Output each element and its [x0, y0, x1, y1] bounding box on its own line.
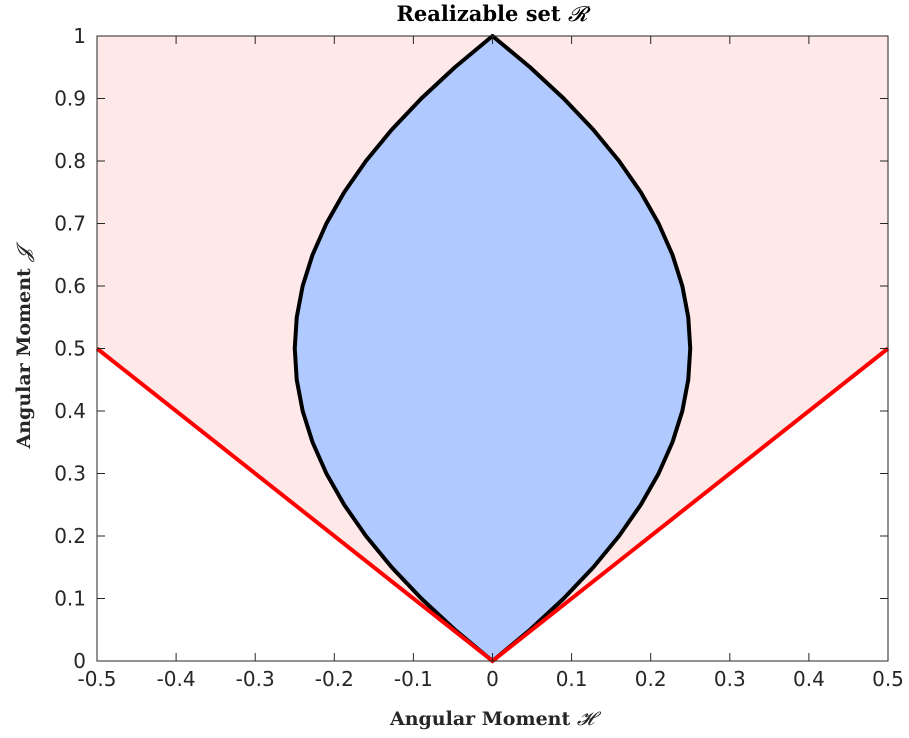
x-tick-label: 0.1: [556, 667, 588, 691]
y-tick-label: 0.6: [54, 274, 86, 298]
y-tick-label: 0.7: [54, 212, 86, 236]
x-tick-label: -0.2: [315, 667, 354, 691]
x-axis-label-symbol: 𝓗: [577, 708, 602, 730]
y-axis-label-text: Angular Moment: [13, 268, 35, 450]
chart-title: Realizable set 𝓡: [396, 1, 590, 26]
y-tick-label: 0.3: [54, 462, 86, 486]
y-tick-label: 1: [73, 24, 86, 48]
y-tick-label: 0.1: [54, 587, 86, 611]
y-tick-label: 0.4: [54, 399, 86, 423]
x-tick-label: 0.5: [872, 667, 904, 691]
y-ticks: 0 0.1 0.2 0.3 0.4 0.5 0.6 0.7 0.8 0.9 1: [54, 24, 888, 673]
x-tick-label: 0.3: [714, 667, 746, 691]
plot-area: -0.5 -0.4 -0.3 -0.2 -0.1 0 0.1 0.2 0.3 0.4 0.5 0 0.…: [54, 24, 904, 691]
x-tick-label: -0.1: [394, 667, 433, 691]
x-tick-label: -0.4: [157, 667, 196, 691]
x-ticks: -0.5 -0.4 -0.3 -0.2 -0.1 0 0.1 0.2 0.3 0.4 0.5: [77, 36, 904, 691]
x-axis-label: Angular Moment 𝓗: [389, 708, 602, 730]
y-tick-label: 0.9: [54, 87, 86, 111]
y-tick-label: 0.8: [54, 149, 86, 173]
y-tick-label: 0: [73, 649, 86, 673]
y-tick-label: 0.2: [54, 524, 86, 548]
y-tick-label: 0.5: [54, 337, 86, 361]
x-tick-label: 0.2: [635, 667, 667, 691]
x-tick-label: 0: [486, 667, 499, 691]
y-axis-label: Angular Moment 𝓙: [13, 242, 35, 450]
x-axis-label-text: Angular Moment: [389, 708, 571, 730]
y-axis-label-symbol: 𝓙: [13, 242, 35, 263]
x-tick-label: -0.3: [236, 667, 275, 691]
x-tick-label: -0.5: [77, 667, 116, 691]
chart-title-symbol: 𝓡: [568, 2, 591, 26]
x-tick-label: 0.4: [793, 667, 825, 691]
chart-title-text: Realizable set: [396, 1, 560, 26]
